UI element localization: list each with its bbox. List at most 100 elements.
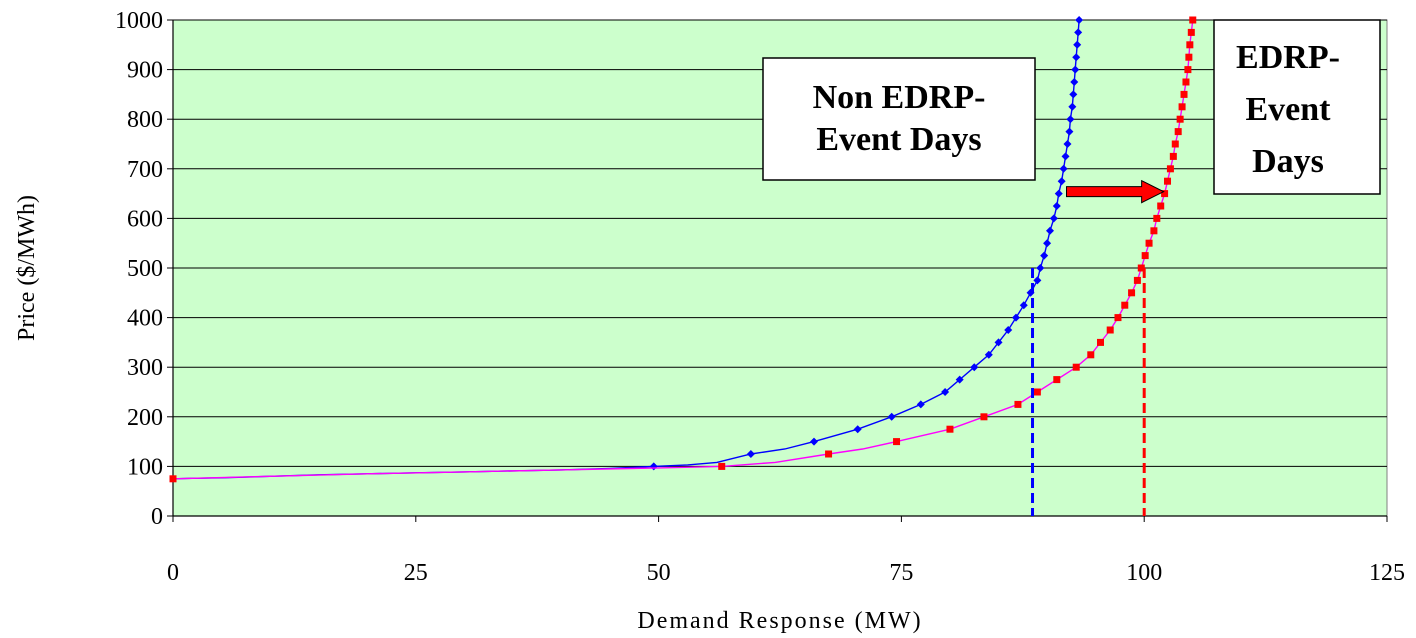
- series-2-point: [1187, 28, 1195, 36]
- series-2-point: [1014, 400, 1022, 408]
- series-1-point: [984, 350, 993, 359]
- series-1-point: [1066, 115, 1075, 124]
- series-1-point: [1073, 40, 1082, 49]
- series-1-point: [1033, 276, 1042, 285]
- series-2-point: [718, 462, 726, 470]
- edrp-callout-line3: Days: [1252, 143, 1324, 180]
- arrow-shape: [1066, 179, 1165, 204]
- series-2-point: [1161, 190, 1169, 198]
- series-2-point: [1169, 152, 1177, 160]
- x-axis-ticks: 0 25 50 75 100 125: [167, 516, 1405, 586]
- series-1-point: [746, 450, 755, 458]
- series-1-point: [1040, 251, 1049, 260]
- series-1-point: [1069, 90, 1078, 99]
- series-1-point: [1004, 326, 1013, 334]
- x-tick-label: 100: [1126, 560, 1162, 586]
- series-1-point: [809, 437, 818, 446]
- series-1-point: [1065, 127, 1074, 136]
- reference-lines: [1031, 268, 1146, 516]
- series-1-point: [1019, 301, 1028, 310]
- series-1-point: [941, 388, 950, 396]
- series-2-point: [893, 438, 901, 446]
- series-2-point: [1141, 252, 1149, 260]
- series-1-point: [1012, 313, 1021, 322]
- series-1-point: [916, 400, 925, 409]
- y-tick-label: 600: [127, 206, 163, 232]
- y-tick-label: 400: [127, 306, 163, 332]
- y-tick-label: 1000: [115, 8, 163, 34]
- series-2-point: [946, 425, 954, 433]
- series-2-point: [1174, 128, 1182, 136]
- series-2-point: [1171, 140, 1179, 148]
- series-1-point: [1075, 16, 1084, 24]
- series-2-point: [1128, 289, 1136, 297]
- edrp-callout-line1: EDRP-: [1236, 39, 1340, 76]
- series-2-point: [1072, 363, 1080, 371]
- series-2-point: [1121, 301, 1129, 309]
- series-2-point: [1087, 351, 1095, 359]
- series-2-point: [825, 450, 833, 458]
- x-tick-label: 50: [647, 560, 671, 586]
- x-tick-label: 75: [889, 560, 913, 586]
- series-2-point: [1185, 53, 1193, 61]
- series-2-point: [1186, 41, 1194, 49]
- edrp-callout: EDRP- Event Days: [1213, 19, 1381, 195]
- series-1-point: [1068, 102, 1077, 111]
- x-tick-label: 25: [404, 560, 428, 586]
- series-1-point: [1049, 214, 1058, 223]
- series-2-point: [1137, 264, 1145, 272]
- x-axis-title: Demand Response (MW): [637, 608, 922, 634]
- series-2-point: [1166, 165, 1174, 173]
- series-2-point: [1157, 202, 1165, 210]
- x-tick-label: 0: [167, 560, 179, 586]
- series-1-point: [1052, 202, 1061, 210]
- edrp-callout-line2: Event: [1246, 91, 1332, 128]
- series-1-point: [1036, 264, 1045, 272]
- series-1-point: [955, 375, 964, 384]
- series-1-point: [1074, 28, 1083, 37]
- series-1-point: [1071, 65, 1080, 74]
- y-axis-ticks: 0 100 200 300 400 500 600 700 800 900 1000: [115, 8, 173, 530]
- series-2-point: [980, 413, 988, 421]
- shift-arrow: [1066, 179, 1165, 204]
- y-tick-label: 500: [127, 256, 163, 282]
- series-1-point: [1063, 140, 1072, 148]
- edrp-callout-box: [1213, 19, 1381, 195]
- non-edrp-callout-line2: Event Days: [816, 121, 981, 158]
- series-2-point: [1153, 214, 1161, 222]
- series-1-point: [1043, 239, 1052, 248]
- series-2-point: [1053, 376, 1061, 384]
- series-1-point: [887, 412, 896, 421]
- series-2-point: [1114, 314, 1122, 322]
- series-group: [169, 16, 1197, 483]
- series-2-point: [1189, 16, 1197, 24]
- series-1-point: [853, 425, 862, 434]
- y-tick-label: 300: [127, 355, 163, 381]
- series-2-point: [1150, 227, 1158, 235]
- series-2-point: [169, 475, 177, 483]
- series-1-point: [994, 338, 1003, 347]
- series-1-point: [1045, 226, 1054, 235]
- non-edrp-callout-box: [762, 57, 1036, 181]
- y-axis-title: Price ($/MWh): [14, 195, 40, 341]
- series-2-point: [1145, 239, 1153, 247]
- series-1-point: [1061, 152, 1070, 161]
- y-tick-label: 0: [151, 504, 163, 530]
- series-1-point: [1070, 78, 1079, 86]
- series-1-point: [970, 363, 979, 372]
- y-tick-label: 200: [127, 405, 163, 431]
- y-tick-label: 700: [127, 157, 163, 183]
- x-tick-label: 125: [1369, 560, 1405, 586]
- y-tick-label: 900: [127, 58, 163, 84]
- series-1-point: [1057, 177, 1066, 186]
- series-2-point: [1178, 103, 1186, 111]
- y-tick-label: 800: [127, 107, 163, 133]
- y-tick-label: 100: [127, 454, 163, 480]
- non-edrp-callout: Non EDRP- Event Days: [762, 57, 1036, 181]
- series-2-point: [1133, 276, 1141, 284]
- series-2-point: [1176, 115, 1184, 123]
- series-2-point: [1106, 326, 1114, 334]
- series-1-point: [1072, 53, 1081, 62]
- series-2-point: [1033, 388, 1041, 396]
